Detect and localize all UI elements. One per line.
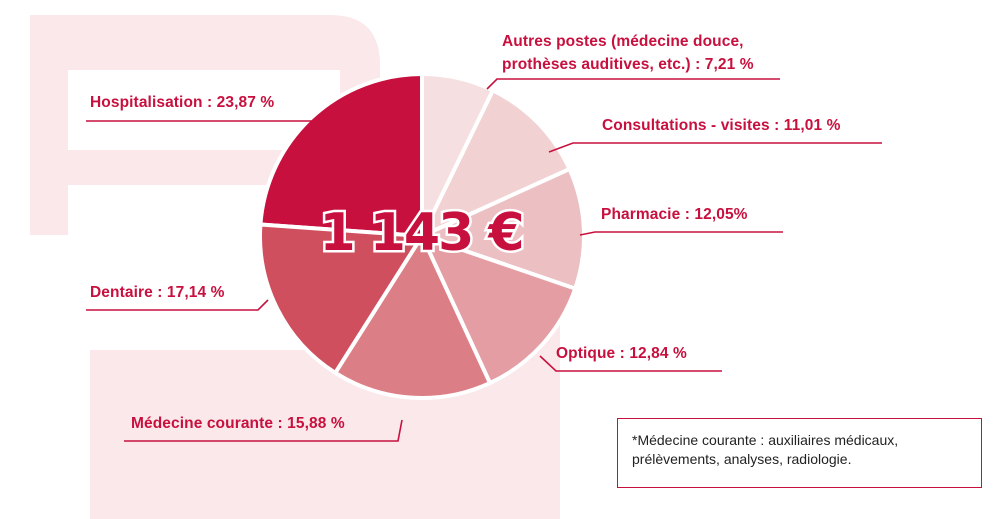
label-pharmacie: Pharmacie : 12,05% xyxy=(601,206,748,223)
slice-pharmacie xyxy=(420,167,586,291)
total-amount: 1 143 € xyxy=(317,201,527,266)
leader-line-dentaire xyxy=(86,299,269,311)
label-autres-line-2: prothèses auditives, etc.) : 7,21 % xyxy=(502,56,754,73)
label-optique: Optique : 12,84 % xyxy=(556,345,687,362)
background-bar-left xyxy=(30,185,68,235)
slice-dentaire xyxy=(258,222,424,375)
leader-line-autres xyxy=(486,78,780,90)
label-autres-line-1: Autres postes (médecine douce, xyxy=(502,33,744,50)
leader-line-medecine xyxy=(124,419,403,442)
label-dentaire: Dentaire : 17,14 % xyxy=(90,284,225,301)
label-consultations: Consultations - visites : 11,01 % xyxy=(602,117,841,134)
label-autres-postes: Autres postes (médecine douce, prothèses… xyxy=(502,30,754,76)
leader-line-hospitalisation xyxy=(86,120,334,132)
slice-medecine-courante xyxy=(333,234,492,401)
leader-line-optique xyxy=(539,355,722,372)
label-hospitalisation: Hospitalisation : 23,87 % xyxy=(90,94,275,111)
label-medecine-courante: Médecine courante : 15,88 % xyxy=(131,415,345,432)
slice-hospitalisation xyxy=(258,72,424,238)
slice-optique xyxy=(420,234,578,386)
footnote-line-1: *Médecine courante : auxiliaires médicau… xyxy=(632,432,899,448)
footnote-line-2: prélèvements, analyses, radiologie. xyxy=(632,451,852,467)
leader-line-pharmacie xyxy=(579,231,783,236)
footnote-box: *Médecine courante : auxiliaires médicau… xyxy=(617,418,982,488)
slice-consultations xyxy=(420,88,572,238)
leader-line-consultations xyxy=(548,142,882,153)
